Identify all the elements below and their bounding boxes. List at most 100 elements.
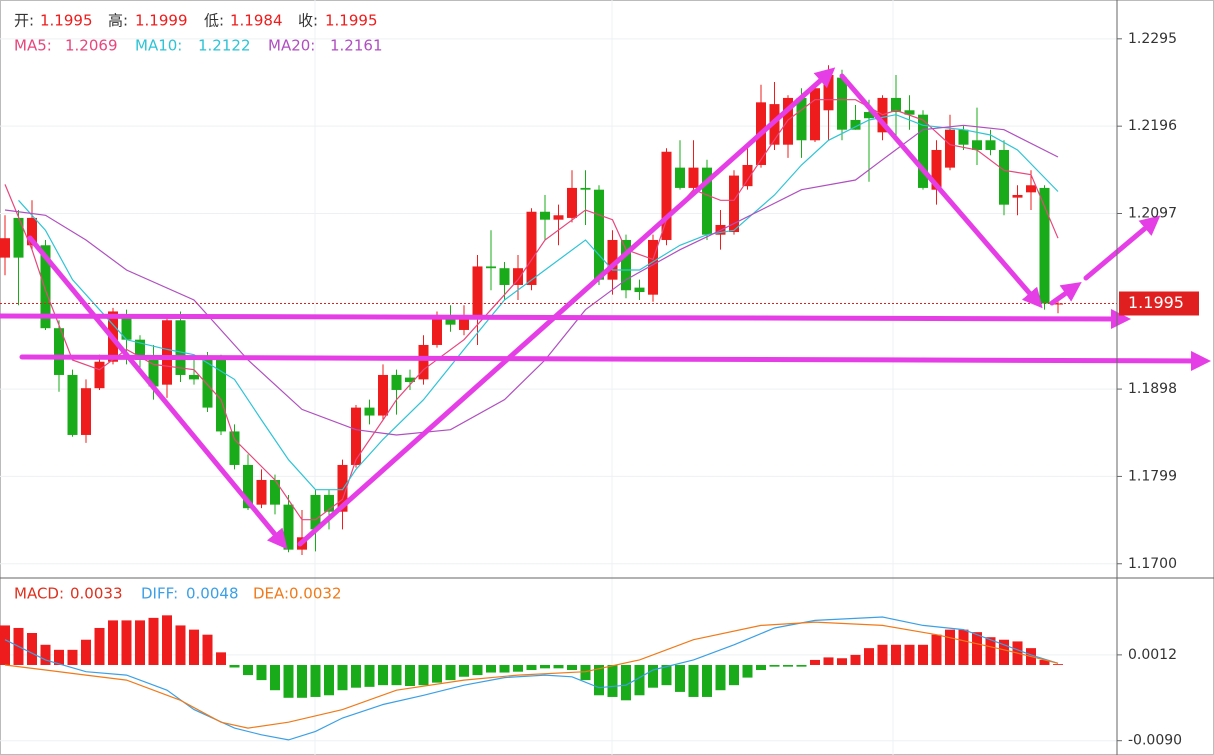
macd-bar [769, 664, 780, 667]
macd-bar [1053, 664, 1063, 665]
macd-bar [594, 664, 604, 696]
candle-body [540, 211, 550, 220]
macd-bar [40, 644, 51, 665]
y-tick-label: 1.2295 [1128, 31, 1177, 47]
candle-body [94, 361, 105, 389]
candle-body [661, 151, 672, 240]
macd-bar [499, 664, 510, 673]
ma-line [18, 114, 1059, 491]
plot-main [0, 65, 1117, 555]
candle-body [567, 187, 577, 218]
candle-body [823, 74, 834, 111]
candle-body [526, 211, 537, 285]
macd-bar [985, 637, 996, 665]
candle-body [445, 314, 456, 325]
y-tick-label: 1.2196 [1128, 118, 1177, 134]
candle-body [648, 239, 658, 295]
candle-body [324, 494, 334, 512]
legend-label: MA10: [135, 37, 182, 55]
candle-body [283, 504, 294, 550]
macd-bar [283, 664, 294, 698]
macd-bar [175, 625, 186, 665]
candle-body [702, 167, 712, 235]
macd-bar [310, 664, 321, 697]
candle-body [904, 110, 915, 115]
macd-bar [567, 664, 577, 671]
y-tick-label: 1.1799 [1128, 468, 1177, 484]
candle-body [459, 314, 469, 330]
macd-bar [0, 625, 10, 665]
ma-line [4, 99, 1059, 521]
macd-bar [162, 615, 172, 665]
macd-bar [108, 620, 118, 665]
arrow [297, 67, 836, 547]
plot-macd [0, 615, 1063, 741]
candle-body [499, 268, 510, 285]
candle-body [162, 320, 172, 385]
candle-body [405, 377, 415, 383]
macd-bar [432, 664, 442, 683]
macd-bar [513, 664, 523, 672]
macd-bar [580, 664, 591, 681]
y-tick-label: -0.0090 [1128, 733, 1182, 749]
macd-bar [999, 639, 1009, 665]
candle-body [972, 140, 982, 150]
macd-bar [270, 664, 280, 691]
candle-body [202, 359, 213, 408]
candle-body [175, 320, 186, 375]
candle-body [256, 479, 267, 505]
macd-bar [364, 664, 375, 687]
candle-body [783, 97, 793, 145]
candle-body [40, 245, 51, 329]
macd-bar [1039, 659, 1050, 665]
macd-bar [742, 664, 753, 678]
macd-bar [756, 664, 766, 671]
macd-bar [823, 657, 834, 665]
arrow [19, 350, 1211, 371]
macd-bar [864, 648, 874, 665]
macd-bar [891, 644, 901, 665]
macd-bar [648, 664, 658, 688]
macd-bar [958, 629, 969, 665]
macd-bar [796, 664, 807, 667]
macd-bar [391, 664, 402, 686]
macd-bar [459, 664, 469, 677]
macd-bar [256, 664, 267, 681]
candle-body [742, 164, 753, 187]
ohlc-label: 低: [204, 12, 224, 30]
candle-body [310, 494, 321, 530]
candle-body [13, 217, 24, 258]
legend-value: 1.2122 [198, 37, 251, 55]
candle-body [148, 359, 159, 387]
macd-bar [553, 664, 564, 669]
ohlc-label: 开: [14, 12, 34, 30]
macd-bar [607, 664, 618, 697]
macd-bar [918, 644, 928, 665]
legend-label: MA5: [14, 37, 52, 55]
macd-bar [216, 652, 226, 665]
candle-body [364, 407, 375, 416]
candle-body [688, 167, 699, 188]
macd-bar [931, 634, 942, 665]
macd-bar [526, 664, 537, 671]
candle-body [796, 97, 807, 141]
candle-body [607, 239, 618, 280]
candle-body [486, 266, 496, 269]
candle-body [216, 359, 226, 432]
macd-bar [661, 664, 672, 686]
macd-bar [472, 664, 483, 676]
ohlc-value: 1.1995 [325, 12, 378, 30]
macd-line [4, 621, 1059, 729]
candle-body [270, 479, 280, 505]
candle-body [351, 407, 361, 465]
legend-label: DIFF: [141, 585, 178, 603]
candle-body [229, 431, 240, 465]
candle-body [1012, 194, 1023, 198]
macd-bar [702, 664, 712, 697]
legend-value: 1.2161 [330, 37, 383, 55]
candle-body [1026, 185, 1036, 193]
labels: 1.2295 1.2196 1.2097 1.1898 1.1799 1.1700 1.19… [14, 12, 1199, 749]
candle-body [621, 239, 631, 291]
macd-bar [837, 658, 847, 665]
